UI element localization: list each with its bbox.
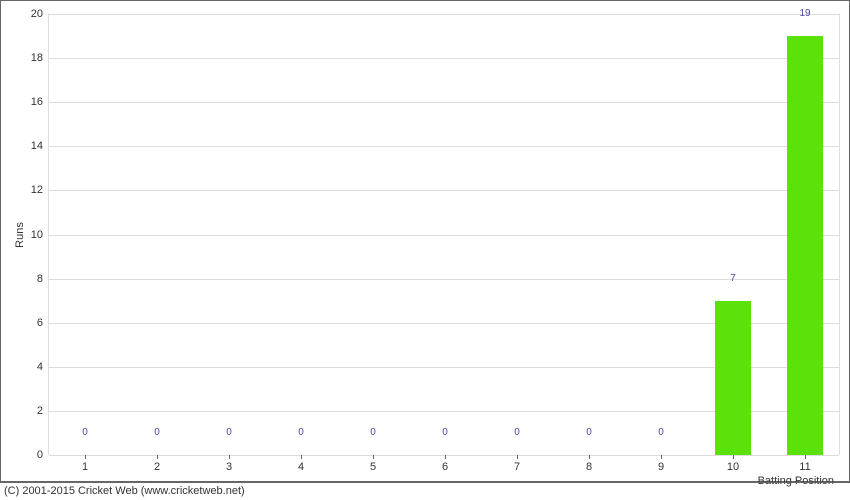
x-tick-label: 1 [82, 455, 88, 473]
chart-container: 0246810121416182001020304050607080971019… [0, 0, 850, 500]
bar-value-label: 0 [82, 427, 88, 441]
bar-value-label: 0 [586, 427, 592, 441]
y-tick-label: 14 [31, 140, 49, 152]
bar-value-label: 0 [658, 427, 664, 441]
x-tick-label: 5 [370, 455, 376, 473]
gridline [49, 190, 839, 191]
bar-value-label: 0 [154, 427, 160, 441]
x-tick-label: 8 [586, 455, 592, 473]
bar-value-label: 7 [730, 273, 736, 287]
bar [787, 36, 823, 455]
x-tick-label: 11 [799, 455, 810, 473]
gridline [49, 279, 839, 280]
gridline [49, 102, 839, 103]
bar-value-label: 0 [298, 427, 304, 441]
y-tick-label: 8 [37, 273, 49, 285]
y-tick-label: 0 [37, 449, 49, 461]
plot-area: 0246810121416182001020304050607080971019… [48, 14, 840, 455]
x-tick-label: 7 [514, 455, 520, 473]
gridline [49, 146, 839, 147]
bar-value-label: 0 [442, 427, 448, 441]
x-tick-label: 10 [727, 455, 739, 473]
bar [715, 301, 751, 455]
y-tick-label: 6 [37, 317, 49, 329]
bar-value-label: 0 [370, 427, 376, 441]
y-tick-label: 16 [31, 96, 49, 108]
x-tick-label: 2 [154, 455, 160, 473]
gridline [49, 14, 839, 15]
x-tick-label: 6 [442, 455, 448, 473]
gridline [49, 235, 839, 236]
y-tick-label: 20 [31, 8, 49, 20]
x-tick-label: 9 [658, 455, 664, 473]
bar-value-label: 0 [226, 427, 232, 441]
y-tick-label: 10 [31, 229, 49, 241]
y-tick-label: 12 [31, 184, 49, 196]
y-tick-label: 2 [37, 405, 49, 417]
bar-value-label: 19 [799, 8, 810, 22]
x-tick-label: 3 [226, 455, 232, 473]
bar-value-label: 0 [514, 427, 520, 441]
footer-copyright: (C) 2001-2015 Cricket Web (www.cricketwe… [0, 482, 850, 500]
gridline [49, 58, 839, 59]
y-axis-label: Runs [14, 222, 26, 248]
x-tick-label: 4 [298, 455, 304, 473]
y-tick-label: 4 [37, 361, 49, 373]
y-tick-label: 18 [31, 52, 49, 64]
